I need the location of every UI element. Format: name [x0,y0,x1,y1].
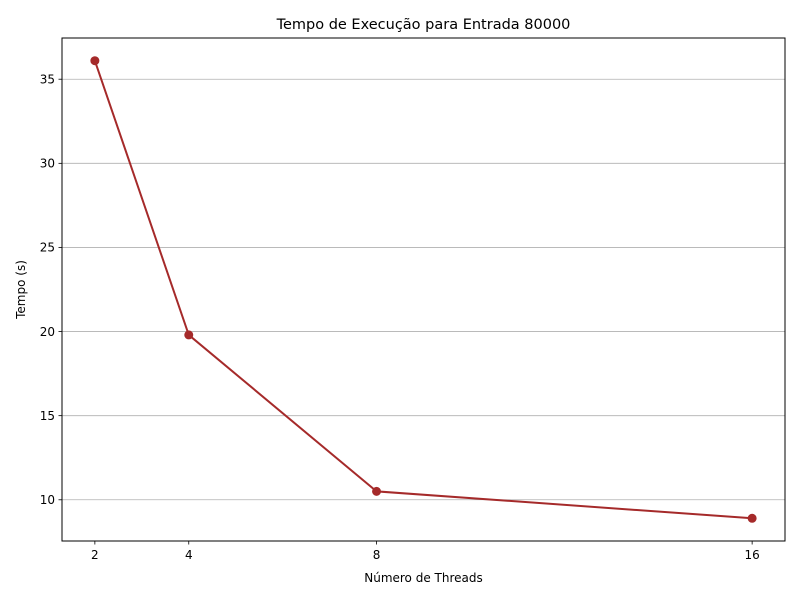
data-point [747,513,757,523]
grid-lines [62,78,785,501]
y-tick-label: 30 [40,157,55,171]
x-axis-ticks: 2 4 8 16 [91,541,760,562]
series-group [90,56,757,523]
data-point [90,56,100,66]
y-tick-label: 15 [40,409,55,423]
x-tick-label: 16 [744,548,759,562]
x-tick-label: 8 [373,548,381,562]
y-tick-label: 20 [40,325,55,339]
y-axis-label: Tempo (s) [14,260,28,320]
chart-title: Tempo de Execução para Entrada 80000 [276,17,571,33]
x-axis-label: Número de Threads [364,571,483,585]
y-tick-label: 10 [40,493,55,507]
data-point [372,486,382,496]
y-axis-ticks: 10 15 20 25 30 35 [40,73,62,507]
y-tick-label: 25 [40,241,55,255]
x-tick-label: 4 [185,548,193,562]
series-line [93,59,754,520]
data-point [184,330,194,340]
plot-area-frame [61,37,786,542]
y-tick-label: 35 [40,73,55,87]
x-tick-label: 2 [91,548,99,562]
